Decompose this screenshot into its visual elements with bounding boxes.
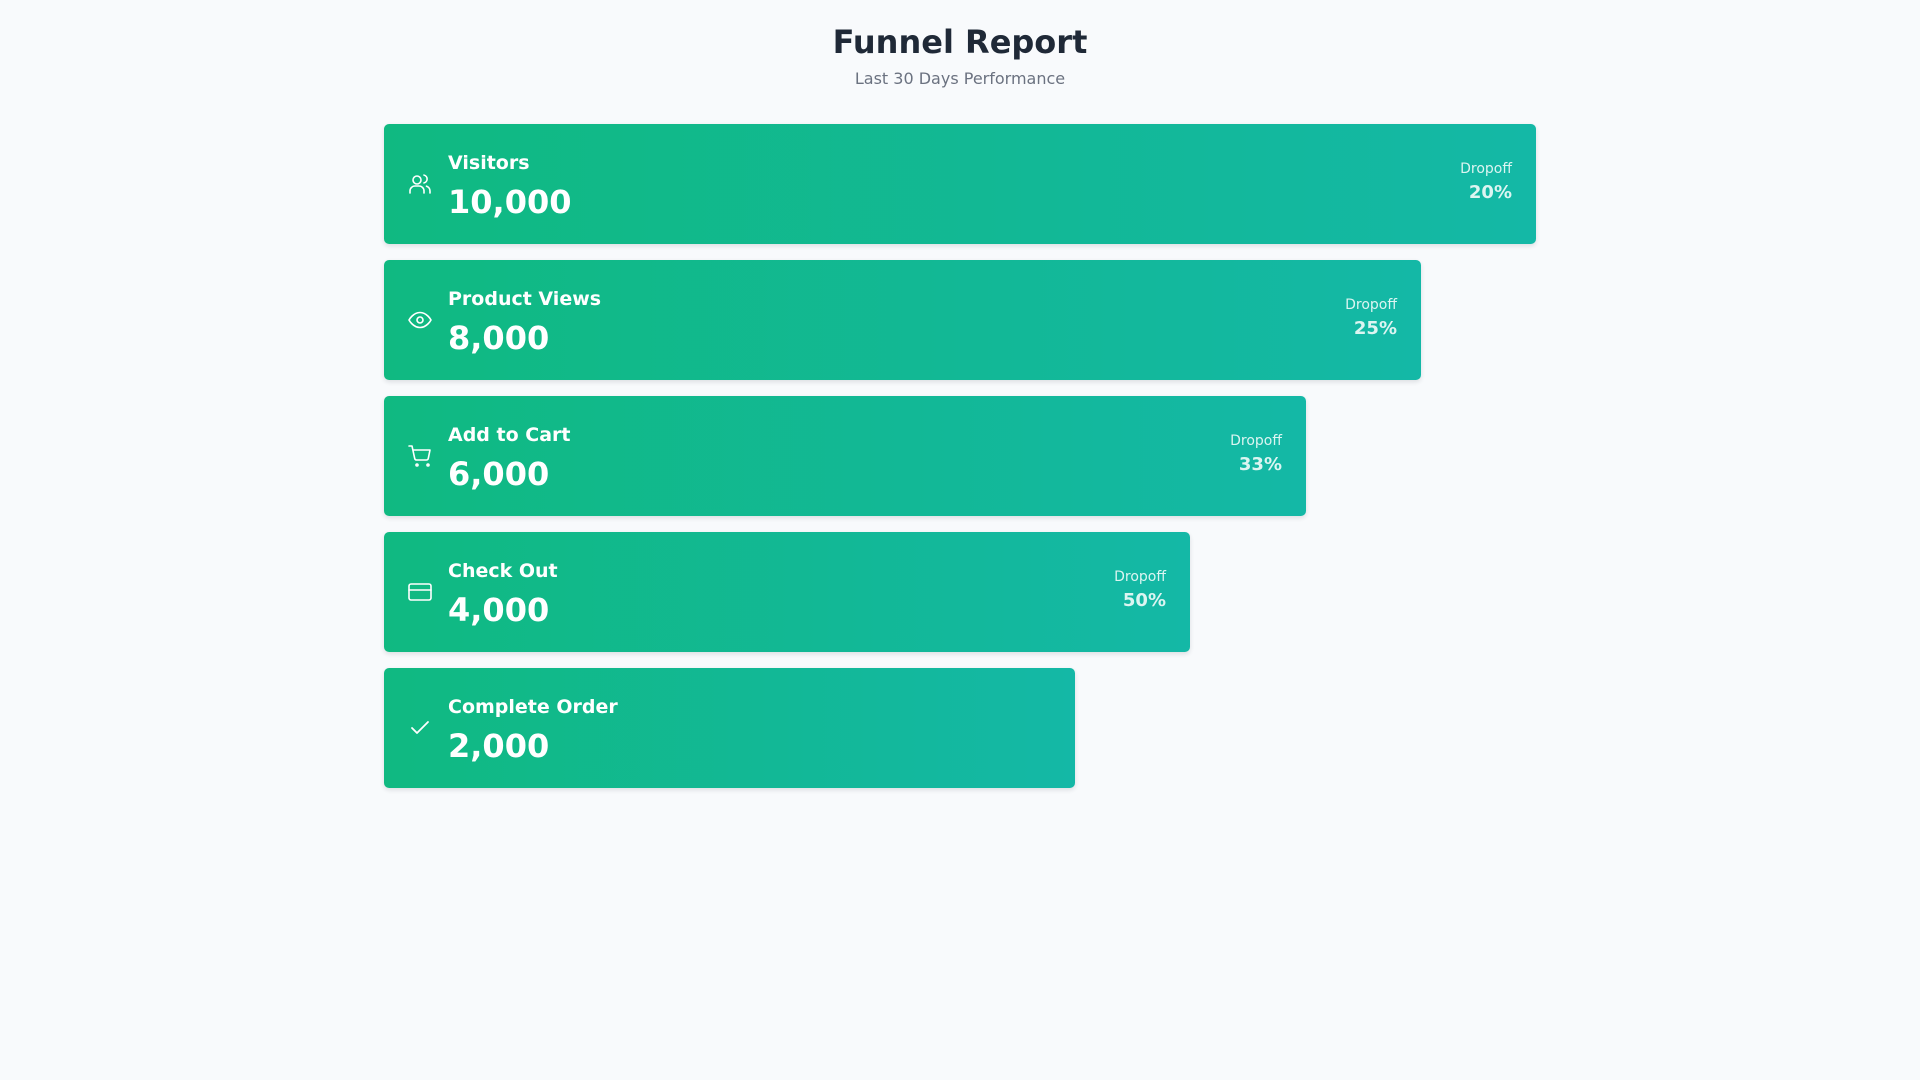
stage-label: Check Out — [448, 560, 558, 582]
dropoff-label: Dropoff — [1114, 569, 1166, 585]
credit-card-icon — [408, 580, 432, 604]
check-icon — [408, 716, 432, 740]
funnel-stage-product-views: Product Views 8,000 Dropoff 25% — [384, 260, 1421, 380]
stage-value: 2,000 — [448, 727, 550, 765]
dropoff-label: Dropoff — [1460, 161, 1512, 177]
dropoff-value: 25% — [1353, 318, 1397, 339]
dropoff-label: Dropoff — [1345, 297, 1397, 313]
users-icon — [408, 172, 432, 196]
dropoff-indicator: Dropoff 50% — [1114, 568, 1166, 612]
funnel-stage-visitors: Visitors 10,000 Dropoff 20% — [384, 124, 1536, 244]
funnel-stage-check-out: Check Out 4,000 Dropoff 50% — [384, 532, 1190, 652]
dropoff-indicator: Dropoff 25% — [1345, 296, 1397, 340]
stage-label: Complete Order — [448, 696, 618, 718]
stage-value: 8,000 — [448, 319, 550, 357]
dropoff-value: 33% — [1238, 454, 1282, 475]
dropoff-indicator: Dropoff 33% — [1230, 432, 1282, 476]
dropoff-value: 20% — [1468, 182, 1512, 203]
dropoff-label: Dropoff — [1230, 433, 1282, 449]
funnel-stage-complete-order: Complete Order 2,000 — [384, 668, 1075, 788]
page-subtitle: Last 30 Days Performance — [854, 69, 1066, 88]
eye-icon — [408, 308, 432, 332]
shopping-cart-icon — [408, 444, 432, 468]
stage-value: 6,000 — [448, 455, 550, 493]
stage-value: 10,000 — [448, 183, 572, 221]
stage-label: Visitors — [448, 152, 530, 174]
funnel-stage-add-to-cart: Add to Cart 6,000 Dropoff 33% — [384, 396, 1306, 516]
stage-label: Add to Cart — [448, 424, 571, 446]
page-title: Funnel Report — [832, 23, 1088, 61]
stage-label: Product Views — [448, 288, 602, 310]
dropoff-value: 50% — [1122, 590, 1166, 611]
dropoff-indicator: Dropoff 20% — [1460, 160, 1512, 204]
stage-value: 4,000 — [448, 591, 550, 629]
